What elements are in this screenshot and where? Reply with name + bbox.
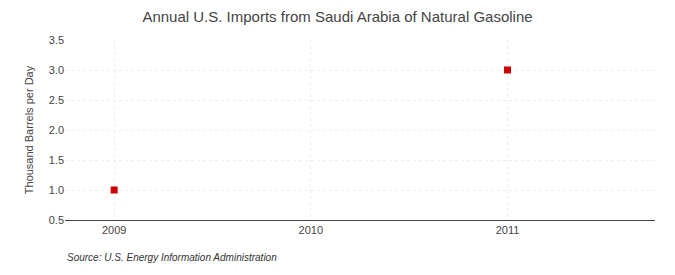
svg-text:1.5: 1.5: [49, 154, 64, 166]
svg-text:2010: 2010: [299, 224, 323, 236]
svg-text:3.0: 3.0: [49, 64, 64, 76]
svg-text:Source: U.S. Energy Informatio: Source: U.S. Energy Information Administ…: [67, 252, 277, 263]
svg-text:2.0: 2.0: [49, 124, 64, 136]
svg-text:3.5: 3.5: [49, 34, 64, 46]
svg-text:0.5: 0.5: [49, 214, 64, 226]
svg-text:2009: 2009: [102, 224, 126, 236]
svg-text:Annual U.S. Imports from Saudi: Annual U.S. Imports from Saudi Arabia of…: [142, 8, 532, 25]
svg-text:2.5: 2.5: [49, 94, 64, 106]
svg-text:1.0: 1.0: [49, 184, 64, 196]
svg-text:2011: 2011: [496, 224, 520, 236]
svg-text:Thousand Barrels per Day: Thousand Barrels per Day: [23, 65, 35, 194]
